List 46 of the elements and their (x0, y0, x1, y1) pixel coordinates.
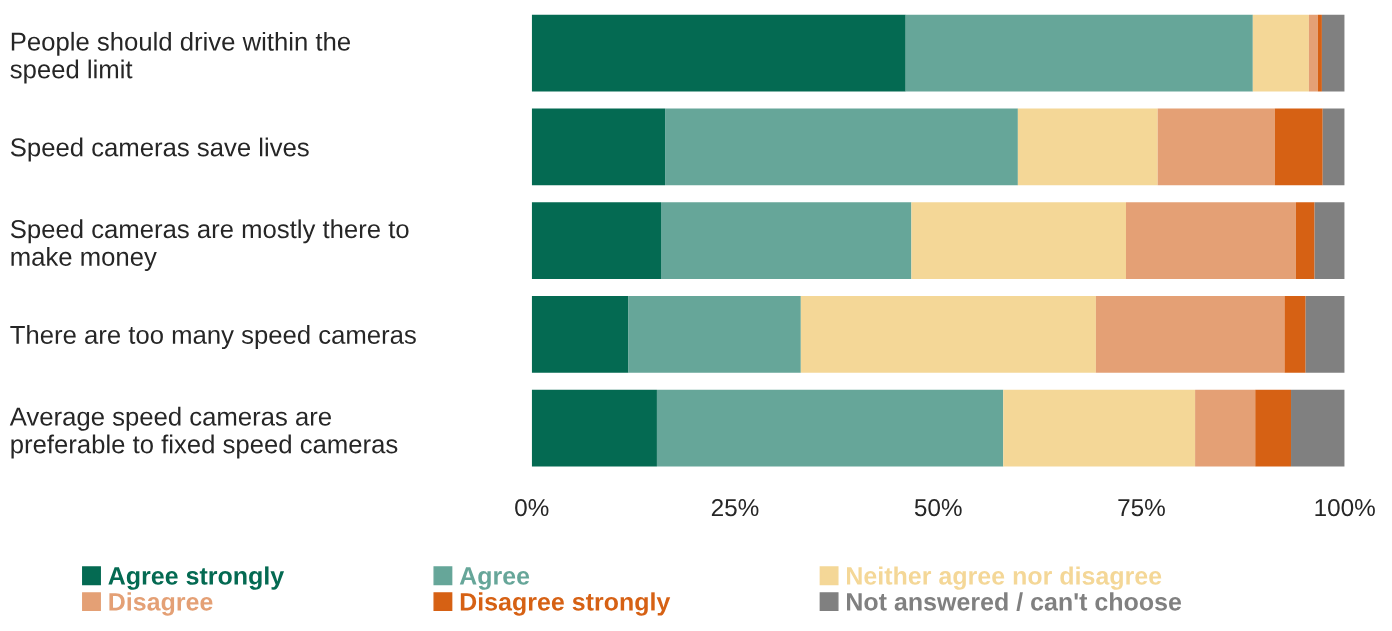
bar (905, 14, 1253, 92)
bar (531, 202, 661, 280)
x-tick-label: 75% (1118, 499, 1165, 517)
x-tick-label: 100% (1315, 499, 1375, 517)
legend-label: Disagree (109, 592, 213, 616)
bar (1003, 389, 1196, 467)
bar (656, 389, 1004, 467)
bar (1274, 108, 1323, 186)
bar (1291, 389, 1345, 467)
bar (1317, 14, 1322, 92)
bar (1125, 202, 1296, 280)
bar (1252, 14, 1309, 92)
bar (531, 108, 666, 186)
bar (1095, 295, 1285, 373)
y-tick-label: People should drive within the speed limit (10, 31, 350, 84)
bar (1322, 108, 1345, 186)
x-tick-label: 50% (914, 499, 962, 517)
x-tick-label: 0% (515, 499, 549, 517)
y-tick-label: Speed cameras are mostly there to make money (10, 219, 409, 271)
legend-label: Not answered / can't choose (847, 592, 1182, 611)
y-tick-label: There are too many speed cameras (10, 325, 416, 350)
bar (1305, 295, 1345, 373)
bar (1321, 14, 1345, 92)
legend-label: Disagree strongly (460, 592, 671, 616)
bar (1284, 295, 1306, 373)
bar (800, 295, 1096, 373)
bar (531, 389, 657, 467)
bar (1017, 108, 1158, 186)
bar (1255, 389, 1292, 467)
bar (1157, 108, 1275, 186)
legend-label: Neither agree nor disagree (847, 566, 1162, 590)
bar (1314, 202, 1345, 280)
bar (1295, 202, 1315, 280)
y-tick-label: Average speed cameras are preferable to fixed speed cameras (9, 406, 398, 459)
bar (911, 202, 1126, 280)
bar (1308, 14, 1318, 92)
legend-label: Agree strongly (108, 566, 285, 590)
bar (1195, 389, 1256, 467)
legend-label: Agree (459, 567, 530, 590)
x-tick-label: 25% (711, 499, 759, 517)
y-tick-label: Speed cameras save lives (10, 137, 309, 162)
bar (531, 295, 629, 373)
bar (628, 295, 801, 373)
bar (665, 108, 1018, 186)
bar (531, 14, 906, 92)
bar (661, 202, 912, 280)
